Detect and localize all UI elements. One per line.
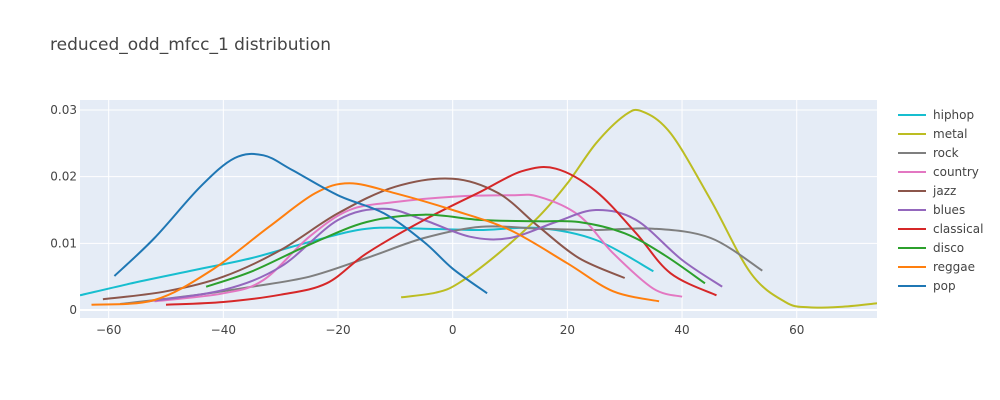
legend-label: metal <box>933 127 967 141</box>
series-line-metal <box>400 108 877 309</box>
legend-item-classical[interactable]: classical <box>898 222 983 236</box>
series-line-classical <box>165 166 717 306</box>
legend-label: disco <box>933 241 964 255</box>
legend-label: pop <box>933 279 956 293</box>
y-tick-label: 0.02 <box>50 170 77 184</box>
x-tick-label: 40 <box>674 323 689 337</box>
legend-label: reggae <box>933 260 975 274</box>
series-line-country <box>154 193 683 303</box>
series-line-jazz <box>102 177 626 301</box>
x-axis: −60 −40 −20 0 20 40 60 <box>96 323 804 337</box>
y-axis: 0 0.01 0.02 0.03 <box>50 103 77 317</box>
legend[interactable]: hiphop metal rock country jazz blues classical… <box>898 108 983 293</box>
legend-item-blues[interactable]: blues <box>898 203 965 217</box>
chart-title: reduced_odd_mfcc_1 distribution <box>50 35 331 55</box>
x-tick-label: −60 <box>96 323 121 337</box>
legend-item-metal[interactable]: metal <box>898 127 967 141</box>
legend-item-jazz[interactable]: jazz <box>898 184 956 198</box>
legend-label: jazz <box>932 184 956 198</box>
x-tick-label: −20 <box>325 323 350 337</box>
series-line-reggae <box>91 182 660 306</box>
series-line-rock <box>119 225 763 305</box>
x-tick-label: 60 <box>789 323 804 337</box>
y-tick-label: 0 <box>69 303 77 317</box>
x-tick-label: 0 <box>449 323 457 337</box>
legend-item-disco[interactable]: disco <box>898 241 964 255</box>
legend-label: hiphop <box>933 108 974 122</box>
x-tick-label: −40 <box>211 323 236 337</box>
legend-item-rock[interactable]: rock <box>898 146 959 160</box>
y-tick-label: 0.01 <box>50 236 77 250</box>
legend-item-hiphop[interactable]: hiphop <box>898 108 974 122</box>
plot-area <box>80 100 877 318</box>
y-tick-label: 0.03 <box>50 103 77 117</box>
legend-label: country <box>933 165 979 179</box>
legend-item-reggae[interactable]: reggae <box>898 260 975 274</box>
series-lines <box>80 108 877 309</box>
legend-label: rock <box>933 146 959 160</box>
series-line-pop <box>113 152 488 295</box>
x-tick-label: 20 <box>560 323 575 337</box>
series-line-hiphop <box>80 226 654 297</box>
legend-item-pop[interactable]: pop <box>898 279 956 293</box>
legend-label: blues <box>933 203 965 217</box>
legend-item-country[interactable]: country <box>898 165 979 179</box>
legend-label: classical <box>933 222 983 236</box>
series-line-blues <box>148 207 723 303</box>
